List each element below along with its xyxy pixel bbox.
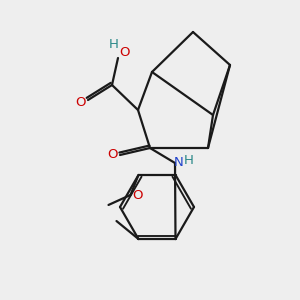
Text: O: O bbox=[76, 95, 86, 109]
Text: H: H bbox=[184, 154, 194, 167]
Text: H: H bbox=[109, 38, 119, 50]
Text: O: O bbox=[132, 190, 143, 202]
Text: O: O bbox=[108, 148, 118, 161]
Text: O: O bbox=[119, 46, 129, 59]
Text: N: N bbox=[174, 157, 184, 169]
